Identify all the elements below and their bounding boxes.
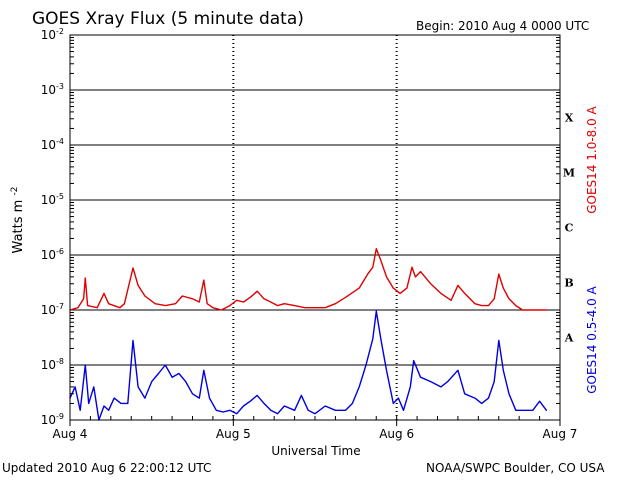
y-tick-label-exponent: -4 <box>56 137 64 146</box>
y-tick-label-base: 10 <box>41 248 56 262</box>
y-tick-label: 10-3 <box>41 82 64 97</box>
flare-class-C: C <box>565 222 574 235</box>
x-axis-label: Universal Time <box>271 444 360 458</box>
y-tick-label-base: 10 <box>41 358 56 372</box>
series-line-long-wavelength <box>69 248 548 311</box>
y-axis-label-group: Watts m -2 <box>10 187 26 254</box>
y-axis: 10-910-810-710-610-510-410-310-2 <box>41 27 560 427</box>
y-tick-label: 10-2 <box>41 27 64 42</box>
y-tick-label-base: 10 <box>41 28 56 42</box>
flare-class-X: X <box>565 112 574 125</box>
y-tick-label-base: 10 <box>41 193 56 207</box>
y-axis-label-text: Watts m <box>11 200 26 254</box>
y-tick-label-base: 10 <box>41 138 56 152</box>
y-tick-label-exponent: -8 <box>56 357 64 366</box>
updated-label: Updated 2010 Aug 6 22:00:12 UTC <box>2 461 211 475</box>
x-tick-label: Aug 5 <box>216 427 251 441</box>
chart-title: GOES Xray Flux (5 minute data) <box>32 9 304 29</box>
y-tick-label: 10-7 <box>41 302 64 317</box>
begin-label: Begin: 2010 Aug 4 0000 UTC <box>416 19 589 33</box>
x-tick-label: Aug 7 <box>543 427 578 441</box>
legend-entry: GOES14 1.0-8.0 A <box>585 105 599 213</box>
y-tick-label: 10-5 <box>41 192 64 207</box>
flare-class-M: M <box>563 167 575 180</box>
y-tick-label: 10-6 <box>41 247 64 262</box>
y-tick-label: 10-8 <box>41 357 64 372</box>
legend-entry: GOES14 0.5-4.0 A <box>585 285 599 393</box>
y-tick-label-exponent: -9 <box>56 412 64 421</box>
y-tick-label-base: 10 <box>41 303 56 317</box>
series-line-short-wavelength <box>69 310 548 421</box>
plot-frame <box>69 34 561 421</box>
y-tick-label-exponent: -3 <box>56 82 64 91</box>
x-tick-label: Aug 4 <box>53 427 88 441</box>
y-tick-label-base: 10 <box>41 413 56 427</box>
legend: GOES14 1.0-8.0 A GOES14 0.5-4.0 A <box>585 105 599 393</box>
y-tick-label-base: 10 <box>41 83 56 97</box>
y-tick-label-exponent: -5 <box>56 192 64 201</box>
y-axis-label-superscript: -2 <box>10 187 20 196</box>
flare-class-A: A <box>564 332 574 345</box>
y-tick-label: 10-4 <box>41 137 64 152</box>
flare-class-B: B <box>564 277 573 290</box>
credit-label: NOAA/SWPC Boulder, CO USA <box>426 461 605 475</box>
y-tick-label-exponent: -7 <box>56 302 64 311</box>
x-tick-label: Aug 6 <box>379 427 414 441</box>
series-layer <box>69 248 548 421</box>
flare-class-labels: A B C M X <box>563 112 575 345</box>
legend-label: GOES14 1.0-8.0 A <box>585 105 599 213</box>
y-tick-label: 10-9 <box>41 412 64 427</box>
y-tick-label-exponent: -6 <box>56 247 64 256</box>
y-axis-label: Watts m -2 <box>10 187 26 254</box>
y-tick-label-exponent: -2 <box>56 27 64 36</box>
legend-label: GOES14 0.5-4.0 A <box>585 285 599 393</box>
